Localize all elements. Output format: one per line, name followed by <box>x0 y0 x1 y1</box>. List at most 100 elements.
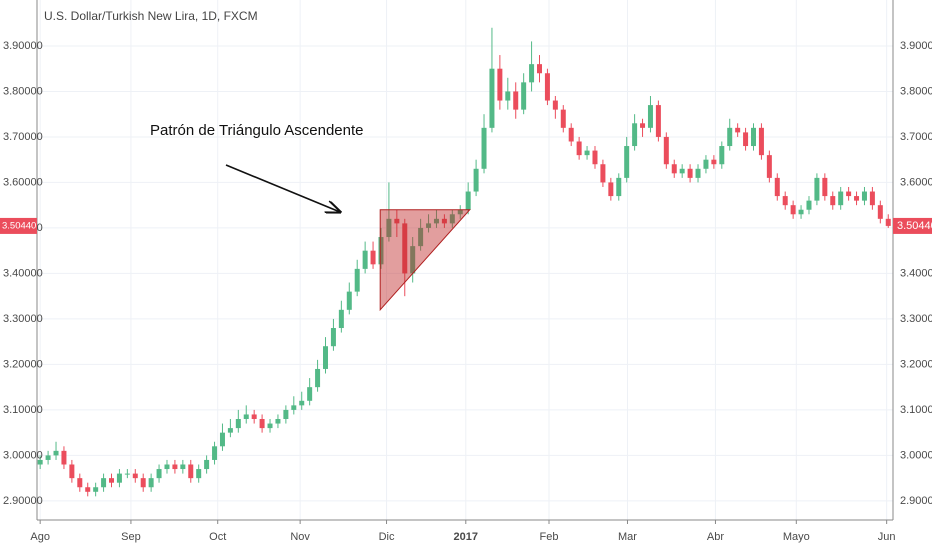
candle-body <box>148 478 154 488</box>
candle-body <box>521 82 527 110</box>
candle-body <box>861 191 867 201</box>
candle-body <box>275 419 281 424</box>
candle-body <box>426 223 432 228</box>
candle-body <box>188 464 194 479</box>
x-tick-label: Mar <box>618 531 637 543</box>
y-tick-label-right: 3.20000 <box>900 358 932 370</box>
y-tick-label: 3.90000 <box>3 40 43 52</box>
candle-body <box>219 432 225 447</box>
y-tick-label: 3.20000 <box>3 358 43 370</box>
y-tick-label: 3.40000 <box>3 267 43 279</box>
candle-body <box>362 250 368 269</box>
candle-body <box>370 250 376 265</box>
candle-body <box>473 168 479 192</box>
candle-body <box>814 177 820 201</box>
candle-body <box>330 328 336 347</box>
y-tick-label-right: 3.10000 <box>900 404 932 416</box>
candle-body <box>846 191 852 197</box>
candle-body <box>576 141 582 156</box>
y-tick-label: 2.90000 <box>3 495 43 507</box>
candle-body <box>537 64 543 74</box>
candle-body <box>687 168 693 178</box>
candle-body <box>560 109 566 128</box>
x-tick-label: Mayo <box>783 531 810 543</box>
candle-body <box>172 464 178 470</box>
candle-body <box>449 214 455 224</box>
candle-body <box>505 91 511 101</box>
candle-body <box>600 164 606 183</box>
candle-body <box>299 400 305 406</box>
candle-body <box>37 459 43 465</box>
candle-body <box>735 127 741 133</box>
x-tick-label: Dic <box>379 531 395 543</box>
last-price-label-left: 3.50440 <box>2 220 36 231</box>
candle-body <box>647 105 653 128</box>
candle-body <box>132 473 138 479</box>
candle-body <box>838 191 844 206</box>
x-tick-label: Ago <box>30 531 50 543</box>
candle-body <box>124 473 130 475</box>
candle-body <box>93 487 99 492</box>
x-tick-label: Oct <box>209 531 226 543</box>
candle-body <box>69 464 75 479</box>
x-tick-label: Feb <box>540 531 559 543</box>
candle-body <box>315 368 321 388</box>
candle-body <box>758 127 764 156</box>
y-tick-label-right: 3.60000 <box>900 176 932 188</box>
candle-body <box>116 473 122 483</box>
candle-body <box>386 218 392 238</box>
candle-body <box>243 414 249 420</box>
candle-body <box>782 196 788 206</box>
y-tick-label-right: 3.70000 <box>900 131 932 143</box>
x-tick-label: Nov <box>290 531 310 543</box>
candle-body <box>806 200 812 210</box>
candle-body <box>568 127 574 142</box>
candle-body <box>465 191 471 210</box>
candle-body <box>61 450 67 465</box>
candle-body <box>679 168 685 174</box>
candle-body <box>227 428 233 433</box>
candle-body <box>513 91 519 110</box>
candle-body <box>346 291 352 310</box>
x-tick-label: Jun <box>878 531 896 543</box>
candle-body <box>695 168 701 178</box>
candle-body <box>616 177 622 197</box>
y-tick-label-right: 3.40000 <box>900 267 932 279</box>
candle-body <box>53 450 59 456</box>
candle-body <box>663 136 669 165</box>
candle-body <box>259 419 265 429</box>
candle-body <box>608 182 614 197</box>
candle-body <box>703 159 709 169</box>
candle-body <box>671 164 677 174</box>
y-tick-label: 3.60000 <box>3 176 43 188</box>
y-tick-label: 3.00000 <box>3 449 43 461</box>
candle-body <box>323 346 329 369</box>
candle-body <box>766 155 772 178</box>
candle-body <box>624 146 630 178</box>
candle-body <box>751 127 757 147</box>
chart-title: U.S. Dollar/Turkish New Lira, 1D, FXCM <box>44 9 258 23</box>
candle-body <box>109 478 115 483</box>
candle-body <box>655 105 661 137</box>
y-tick-label-right: 3.80000 <box>900 85 932 97</box>
candle-body <box>307 387 313 401</box>
candle-body <box>267 423 273 429</box>
candle-body <box>822 177 828 197</box>
candle-body <box>291 405 297 410</box>
candle-body <box>101 478 107 488</box>
candle-body <box>774 177 780 197</box>
candle-body <box>544 73 550 101</box>
candle-body <box>711 159 717 165</box>
candle-body <box>854 196 860 201</box>
candle-body <box>798 209 804 215</box>
candle-body <box>402 223 408 274</box>
candle-body <box>196 469 202 479</box>
candle-body <box>235 419 241 429</box>
candle-body <box>552 100 558 110</box>
annotation-arrow <box>225 164 340 212</box>
x-tick-label: 2017 <box>454 531 478 543</box>
candle-body <box>433 218 439 224</box>
candle-body <box>830 196 836 206</box>
x-tick-label: Sep <box>121 531 141 543</box>
